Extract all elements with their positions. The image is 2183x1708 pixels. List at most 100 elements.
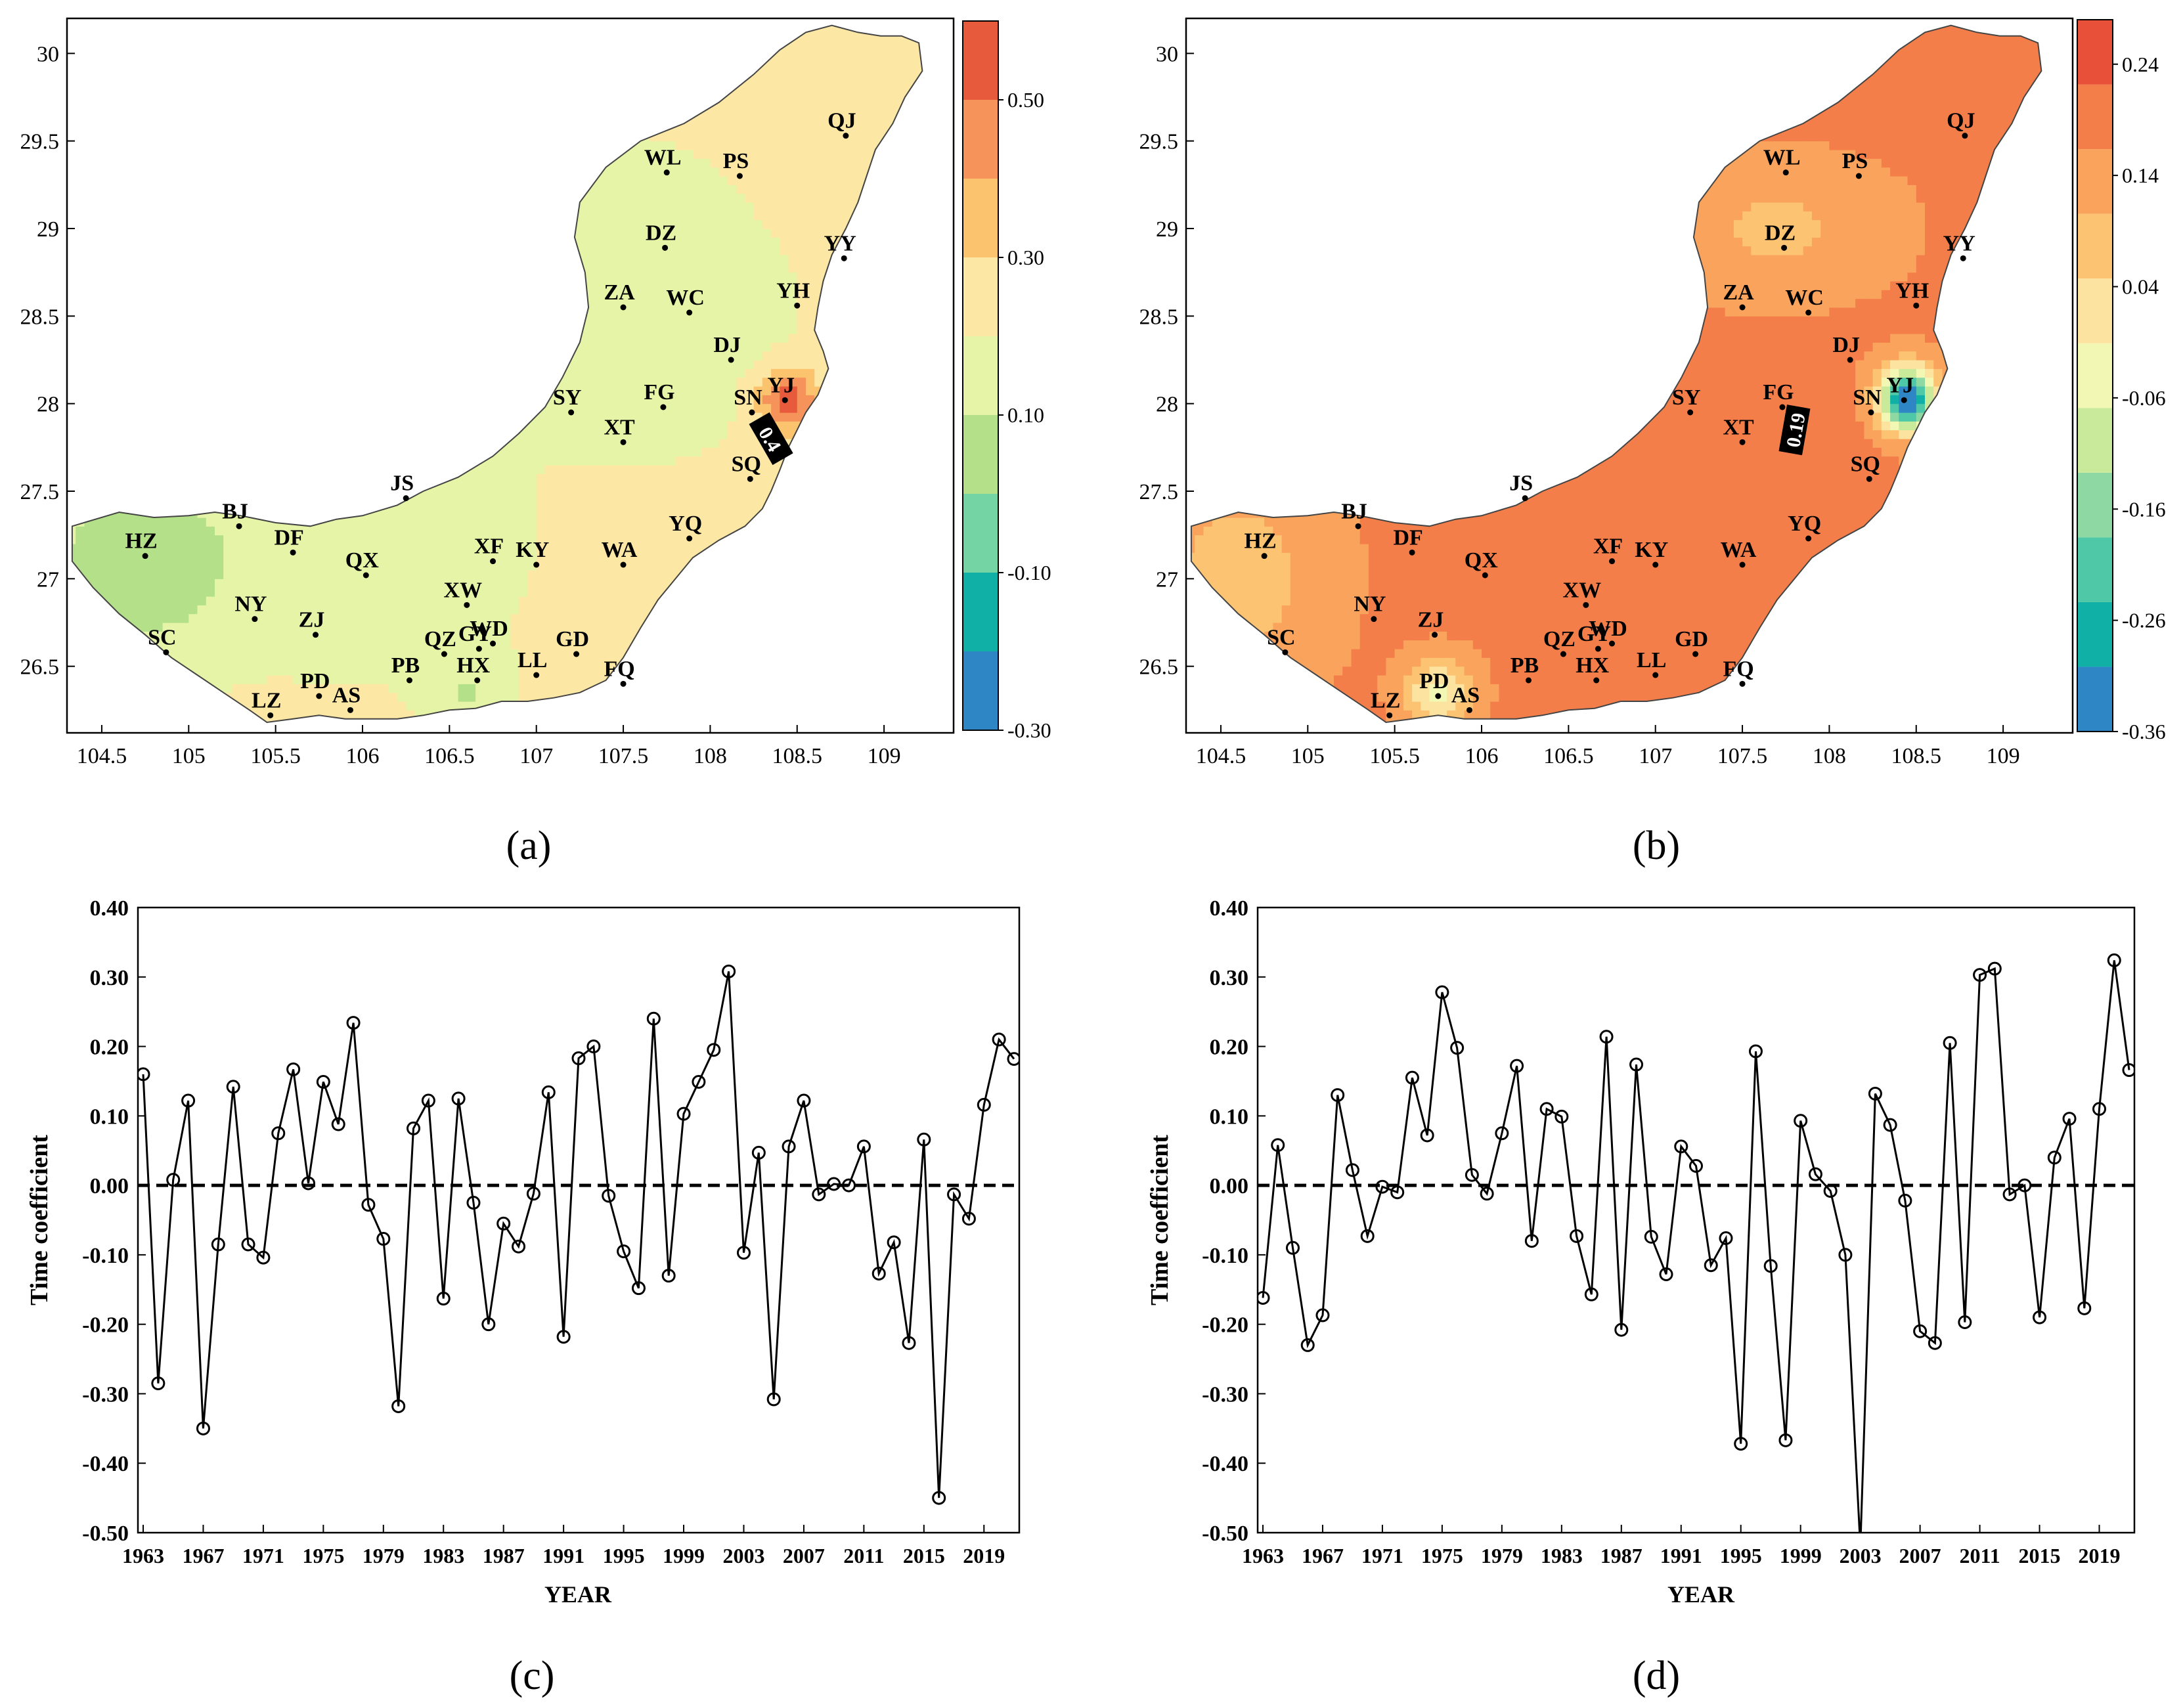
data-point bbox=[1584, 1287, 1599, 1302]
data-point bbox=[1644, 1229, 1658, 1244]
y-axis-label: Time coefficient bbox=[1146, 1135, 1174, 1305]
station-label: YH bbox=[1895, 278, 1929, 303]
x-tick-label: 1995 bbox=[1720, 1544, 1762, 1567]
station-label: ZJ bbox=[299, 608, 325, 632]
station-label: ZJ bbox=[1418, 608, 1444, 632]
data-point bbox=[271, 1126, 286, 1141]
colorbar-tick-label: 0.50 bbox=[1007, 88, 1044, 112]
station-label: QX bbox=[345, 548, 379, 573]
station-label: GD bbox=[1675, 627, 1708, 651]
station-label: SY bbox=[1672, 385, 1700, 410]
station-label: BJ bbox=[222, 499, 248, 523]
data-point bbox=[241, 1237, 255, 1252]
colorbar-swatch bbox=[963, 415, 998, 494]
data-point bbox=[782, 1139, 796, 1154]
data-point bbox=[1555, 1109, 1569, 1124]
station-dot bbox=[236, 523, 242, 529]
data-point bbox=[1674, 1139, 1688, 1154]
y-tick-label: 29.5 bbox=[20, 130, 60, 154]
station-label: QZ bbox=[1543, 627, 1576, 651]
station-dot bbox=[1739, 304, 1746, 311]
panel-label: (d) bbox=[1633, 1653, 1680, 1698]
y-tick-label: -0.40 bbox=[82, 1452, 129, 1476]
data-point bbox=[526, 1187, 540, 1201]
y-tick-label: 29 bbox=[1156, 217, 1178, 242]
y-tick-label: -0.10 bbox=[1202, 1244, 1248, 1268]
data-point bbox=[2092, 1102, 2107, 1116]
y-tick-label: 0.00 bbox=[1210, 1174, 1249, 1198]
data-point bbox=[1420, 1128, 1434, 1143]
station-dot bbox=[1386, 712, 1393, 718]
data-point bbox=[692, 1075, 706, 1089]
x-tick-label: 1995 bbox=[603, 1544, 645, 1567]
station-dot bbox=[1805, 535, 1812, 542]
data-point bbox=[1734, 1437, 1748, 1451]
data-point bbox=[661, 1269, 676, 1283]
colorbar-tick-label: -0.30 bbox=[1007, 718, 1051, 742]
data-point bbox=[1331, 1088, 1345, 1103]
data-point bbox=[961, 1212, 976, 1226]
colorbar-frame bbox=[962, 20, 999, 731]
x-tick-label: 106.5 bbox=[424, 744, 475, 768]
data-point bbox=[871, 1266, 886, 1281]
colorbar-swatch bbox=[2077, 84, 2113, 150]
x-tick-label: 1979 bbox=[363, 1544, 405, 1567]
station-dot bbox=[841, 255, 847, 261]
data-point bbox=[1868, 1086, 1882, 1101]
data-point bbox=[166, 1173, 181, 1187]
station-dot bbox=[533, 561, 540, 568]
station-dot bbox=[363, 572, 369, 579]
station-label: HZ bbox=[1245, 529, 1277, 554]
data-point bbox=[1719, 1231, 1733, 1246]
station-label: DZ bbox=[1765, 221, 1796, 245]
y-tick-label: 0.10 bbox=[1210, 1105, 1249, 1129]
data-point bbox=[722, 964, 736, 978]
station-label: YQ bbox=[1788, 512, 1821, 536]
x-tick-label: 106 bbox=[1465, 744, 1499, 768]
data-point bbox=[2122, 1063, 2134, 1078]
station-label: PD bbox=[300, 669, 330, 693]
data-point bbox=[2062, 1112, 2077, 1126]
station-label: FQ bbox=[1723, 657, 1753, 681]
station-label: QX bbox=[1465, 548, 1498, 573]
line-panel-d: 0.40 0.30 0.20 0.10 0.00 -0.10 -0.20 -0.30 -0.40… bbox=[1146, 896, 2136, 1698]
colorbar-swatch bbox=[963, 21, 998, 100]
station-label: QZ bbox=[424, 627, 456, 651]
x-tick-label: 109 bbox=[868, 744, 901, 768]
x-tick-label: 105.5 bbox=[1369, 744, 1420, 768]
station-label: LZ bbox=[1371, 688, 1400, 712]
data-point bbox=[1315, 1308, 1330, 1323]
x-tick-label: 2011 bbox=[843, 1544, 884, 1567]
station-label: NY bbox=[234, 592, 267, 617]
y-tick-label: -0.50 bbox=[82, 1522, 129, 1546]
data-point bbox=[181, 1093, 196, 1108]
station-label: WL bbox=[644, 146, 682, 170]
station-label: JS bbox=[1509, 471, 1533, 496]
data-point bbox=[316, 1075, 330, 1089]
colorbar-swatch bbox=[963, 100, 998, 179]
y-tick-label: -0.20 bbox=[1202, 1313, 1248, 1338]
station-label: PS bbox=[723, 149, 749, 173]
y-tick-label: 0.10 bbox=[90, 1105, 129, 1129]
station-dot bbox=[1371, 616, 1377, 623]
x-tick-label: 105.5 bbox=[250, 744, 301, 768]
data-point bbox=[1704, 1258, 1718, 1273]
station-dot bbox=[660, 404, 667, 410]
data-point bbox=[1375, 1179, 1390, 1194]
x-tick-label: 2019 bbox=[2079, 1544, 2121, 1567]
y-tick-label: 26.5 bbox=[1139, 655, 1179, 680]
y-tick-label: 28 bbox=[1156, 393, 1178, 417]
x-tick-label: 2011 bbox=[1959, 1544, 2000, 1567]
x-tick-label: 105 bbox=[1291, 744, 1325, 768]
station-label: GY bbox=[1577, 622, 1611, 646]
colorbar-swatch bbox=[2077, 408, 2113, 473]
station-label: NY bbox=[1354, 592, 1386, 617]
station-dot bbox=[1868, 409, 1874, 416]
x-tick-label: 2019 bbox=[963, 1544, 1005, 1567]
colorbar-swatch bbox=[963, 651, 998, 730]
data-point bbox=[766, 1392, 781, 1407]
data-point bbox=[1524, 1234, 1539, 1248]
data-point bbox=[1435, 985, 1449, 999]
y-tick-label: -0.50 bbox=[1202, 1522, 1248, 1546]
